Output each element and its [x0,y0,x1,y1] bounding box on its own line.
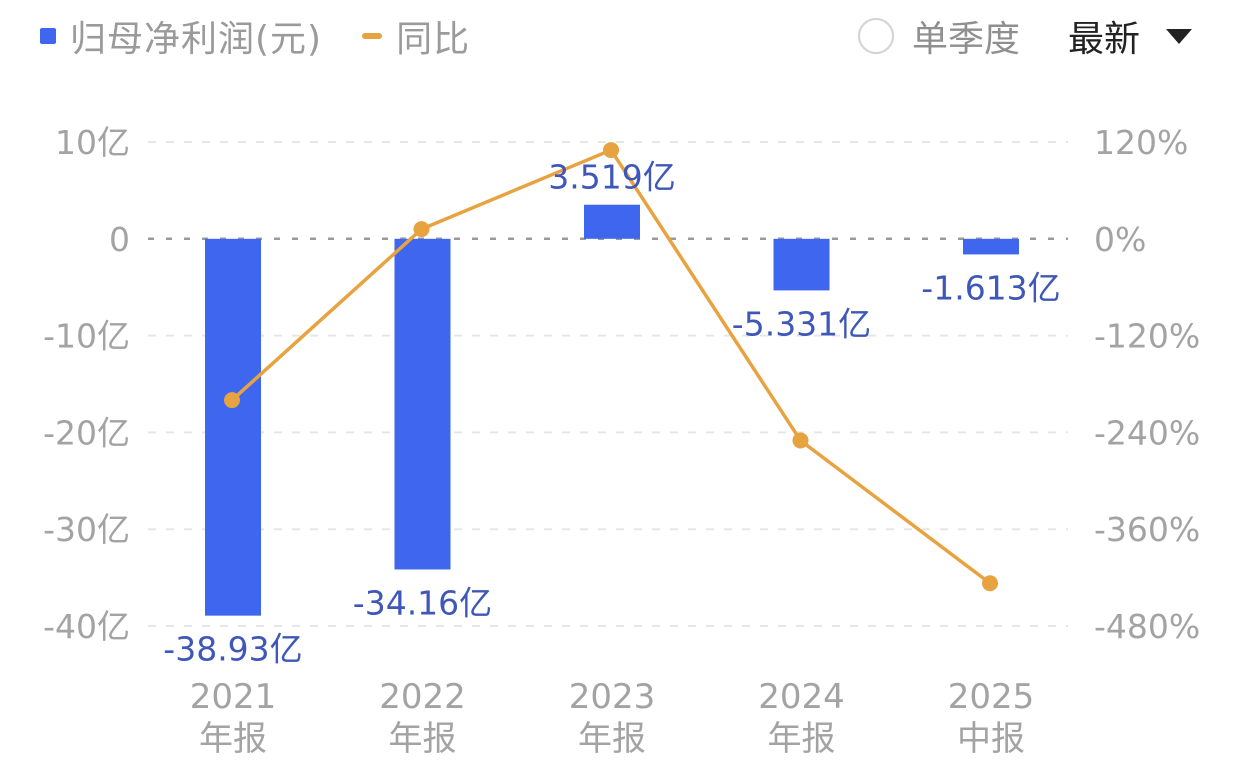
right-axis-tick-label: -120% [1094,317,1200,356]
x-axis-period-label: 年报 [768,719,836,759]
left-axis-tick-label: -30亿 [43,510,130,549]
bar-value-label: -1.613亿 [921,268,1060,307]
yoy-point [603,142,619,159]
legend-item-yoy[interactable]: 同比 [362,10,470,62]
right-axis-tick-label: -480% [1094,607,1200,646]
quarter-toggle-label[interactable]: 单季度 [911,19,1020,60]
bar [773,238,830,291]
x-axis-year-label: 2024 [758,677,845,717]
bar-value-label: -34.16亿 [353,583,492,622]
left-axis-tick-label: -10亿 [43,317,130,356]
x-axis-period-label: 年报 [199,719,267,759]
yoy-point [982,575,998,592]
legend-line-swatch-icon [362,33,383,39]
bar [963,238,1019,255]
x-axis-period-label: 年报 [389,719,457,759]
yoy-point [224,392,240,409]
quarter-toggle-radio[interactable] [857,18,894,54]
yoy-point [413,221,430,238]
right-axis-tick-label: -360% [1094,510,1200,549]
bar [205,238,261,616]
legend-yoy-label: 同比 [396,19,471,60]
right-axis-tick-label: 120% [1094,123,1188,162]
x-axis-period-label: 中报 [957,719,1025,759]
bar [394,238,451,570]
x-axis-year-label: 2025 [948,677,1035,717]
bar-value-label: -5.331亿 [732,304,871,343]
right-axis-tick-label: 0% [1094,220,1146,259]
bar-value-label: 3.519亿 [548,158,675,197]
x-axis-year-label: 2022 [379,677,466,717]
chevron-down-icon[interactable] [1166,28,1192,44]
left-axis-tick-label: 10亿 [55,123,130,162]
right-axis-tick-label: -240% [1094,413,1200,452]
yoy-point [792,432,809,449]
period-select[interactable]: 最新 [1067,19,1140,60]
legend-item-net-profit[interactable]: 归母净利润(元) [40,10,322,62]
legend-net-profit-label: 归母净利润(元) [70,19,323,60]
left-axis-tick-label: -40亿 [43,607,130,646]
bar [584,204,640,239]
legend-bar-swatch-icon [40,28,56,44]
left-axis-tick-label: 0 [109,220,130,259]
bar-value-label: -38.93亿 [163,630,302,669]
legend: 归母净利润(元) 同比 [40,12,510,60]
x-axis-period-label: 年报 [578,719,646,759]
chart-controls: 单季度 最新 [857,12,1192,60]
x-axis-year-label: 2023 [569,677,656,717]
left-axis-tick-label: -20亿 [43,413,130,452]
x-axis-year-label: 2021 [190,677,277,717]
